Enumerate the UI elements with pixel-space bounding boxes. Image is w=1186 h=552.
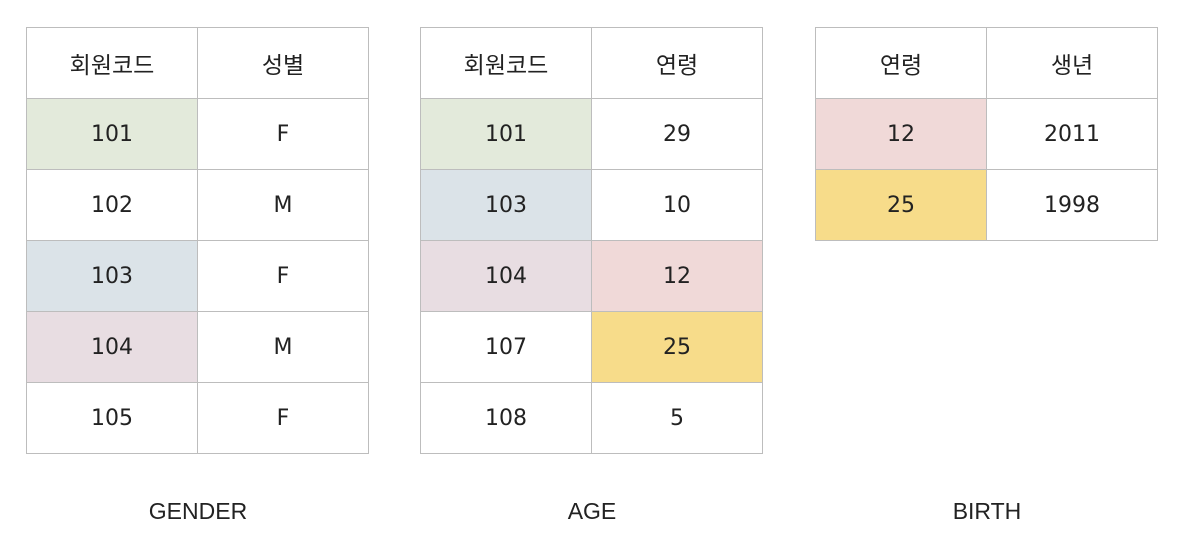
gender-header-sex: 성별 bbox=[197, 27, 369, 99]
table-cell: F bbox=[197, 98, 369, 170]
table-cell: 105 bbox=[26, 382, 198, 454]
birth-table: 연령 생년 12 2011 25 1998 bbox=[815, 27, 1158, 241]
gender-table-block: 회원코드 성별 101 F 102 M 103 F 104 M 105 bbox=[26, 27, 369, 454]
table-cell: 1998 bbox=[986, 169, 1158, 241]
table-header-row: 회원코드 성별 bbox=[26, 27, 369, 99]
birth-table-caption: BIRTH bbox=[952, 498, 1022, 524]
birth-header-age: 연령 bbox=[815, 27, 987, 99]
table-cell: M bbox=[197, 169, 369, 241]
gender-table-caption: GENDER bbox=[148, 498, 248, 524]
table-header-row: 회원코드 연령 bbox=[420, 27, 763, 99]
table-row: 12 2011 bbox=[815, 98, 1158, 170]
age-table: 회원코드 연령 101 29 103 10 104 12 107 25 108 bbox=[420, 27, 763, 454]
table-row: 101 F bbox=[26, 98, 369, 170]
table-cell: 107 bbox=[420, 311, 592, 383]
gender-header-member-code: 회원코드 bbox=[26, 27, 198, 99]
table-row: 108 5 bbox=[420, 382, 763, 454]
table-cell: 10 bbox=[591, 169, 763, 241]
table-cell: 25 bbox=[815, 169, 987, 241]
table-row: 105 F bbox=[26, 382, 369, 454]
age-header-age: 연령 bbox=[591, 27, 763, 99]
table-row: 104 M bbox=[26, 311, 369, 383]
table-row: 103 10 bbox=[420, 169, 763, 241]
age-table-block: 회원코드 연령 101 29 103 10 104 12 107 25 108 bbox=[420, 27, 763, 454]
table-cell: 101 bbox=[26, 98, 198, 170]
table-row: 102 M bbox=[26, 169, 369, 241]
gender-table: 회원코드 성별 101 F 102 M 103 F 104 M 105 bbox=[26, 27, 369, 454]
table-cell: 25 bbox=[591, 311, 763, 383]
table-cell: F bbox=[197, 382, 369, 454]
table-cell: F bbox=[197, 240, 369, 312]
birth-table-block: 연령 생년 12 2011 25 1998 bbox=[815, 27, 1158, 241]
table-row: 103 F bbox=[26, 240, 369, 312]
age-header-member-code: 회원코드 bbox=[420, 27, 592, 99]
table-row: 101 29 bbox=[420, 98, 763, 170]
table-row: 25 1998 bbox=[815, 169, 1158, 241]
table-cell: M bbox=[197, 311, 369, 383]
table-cell: 12 bbox=[815, 98, 987, 170]
table-cell: 29 bbox=[591, 98, 763, 170]
table-row: 107 25 bbox=[420, 311, 763, 383]
table-row: 104 12 bbox=[420, 240, 763, 312]
table-cell: 2011 bbox=[986, 98, 1158, 170]
table-cell: 5 bbox=[591, 382, 763, 454]
table-cell: 103 bbox=[420, 169, 592, 241]
table-cell: 12 bbox=[591, 240, 763, 312]
table-cell: 104 bbox=[26, 311, 198, 383]
table-cell: 108 bbox=[420, 382, 592, 454]
table-cell: 101 bbox=[420, 98, 592, 170]
birth-header-birth-year: 생년 bbox=[986, 27, 1158, 99]
table-cell: 102 bbox=[26, 169, 198, 241]
table-cell: 103 bbox=[26, 240, 198, 312]
age-table-caption: AGE bbox=[567, 498, 617, 524]
table-header-row: 연령 생년 bbox=[815, 27, 1158, 99]
table-cell: 104 bbox=[420, 240, 592, 312]
